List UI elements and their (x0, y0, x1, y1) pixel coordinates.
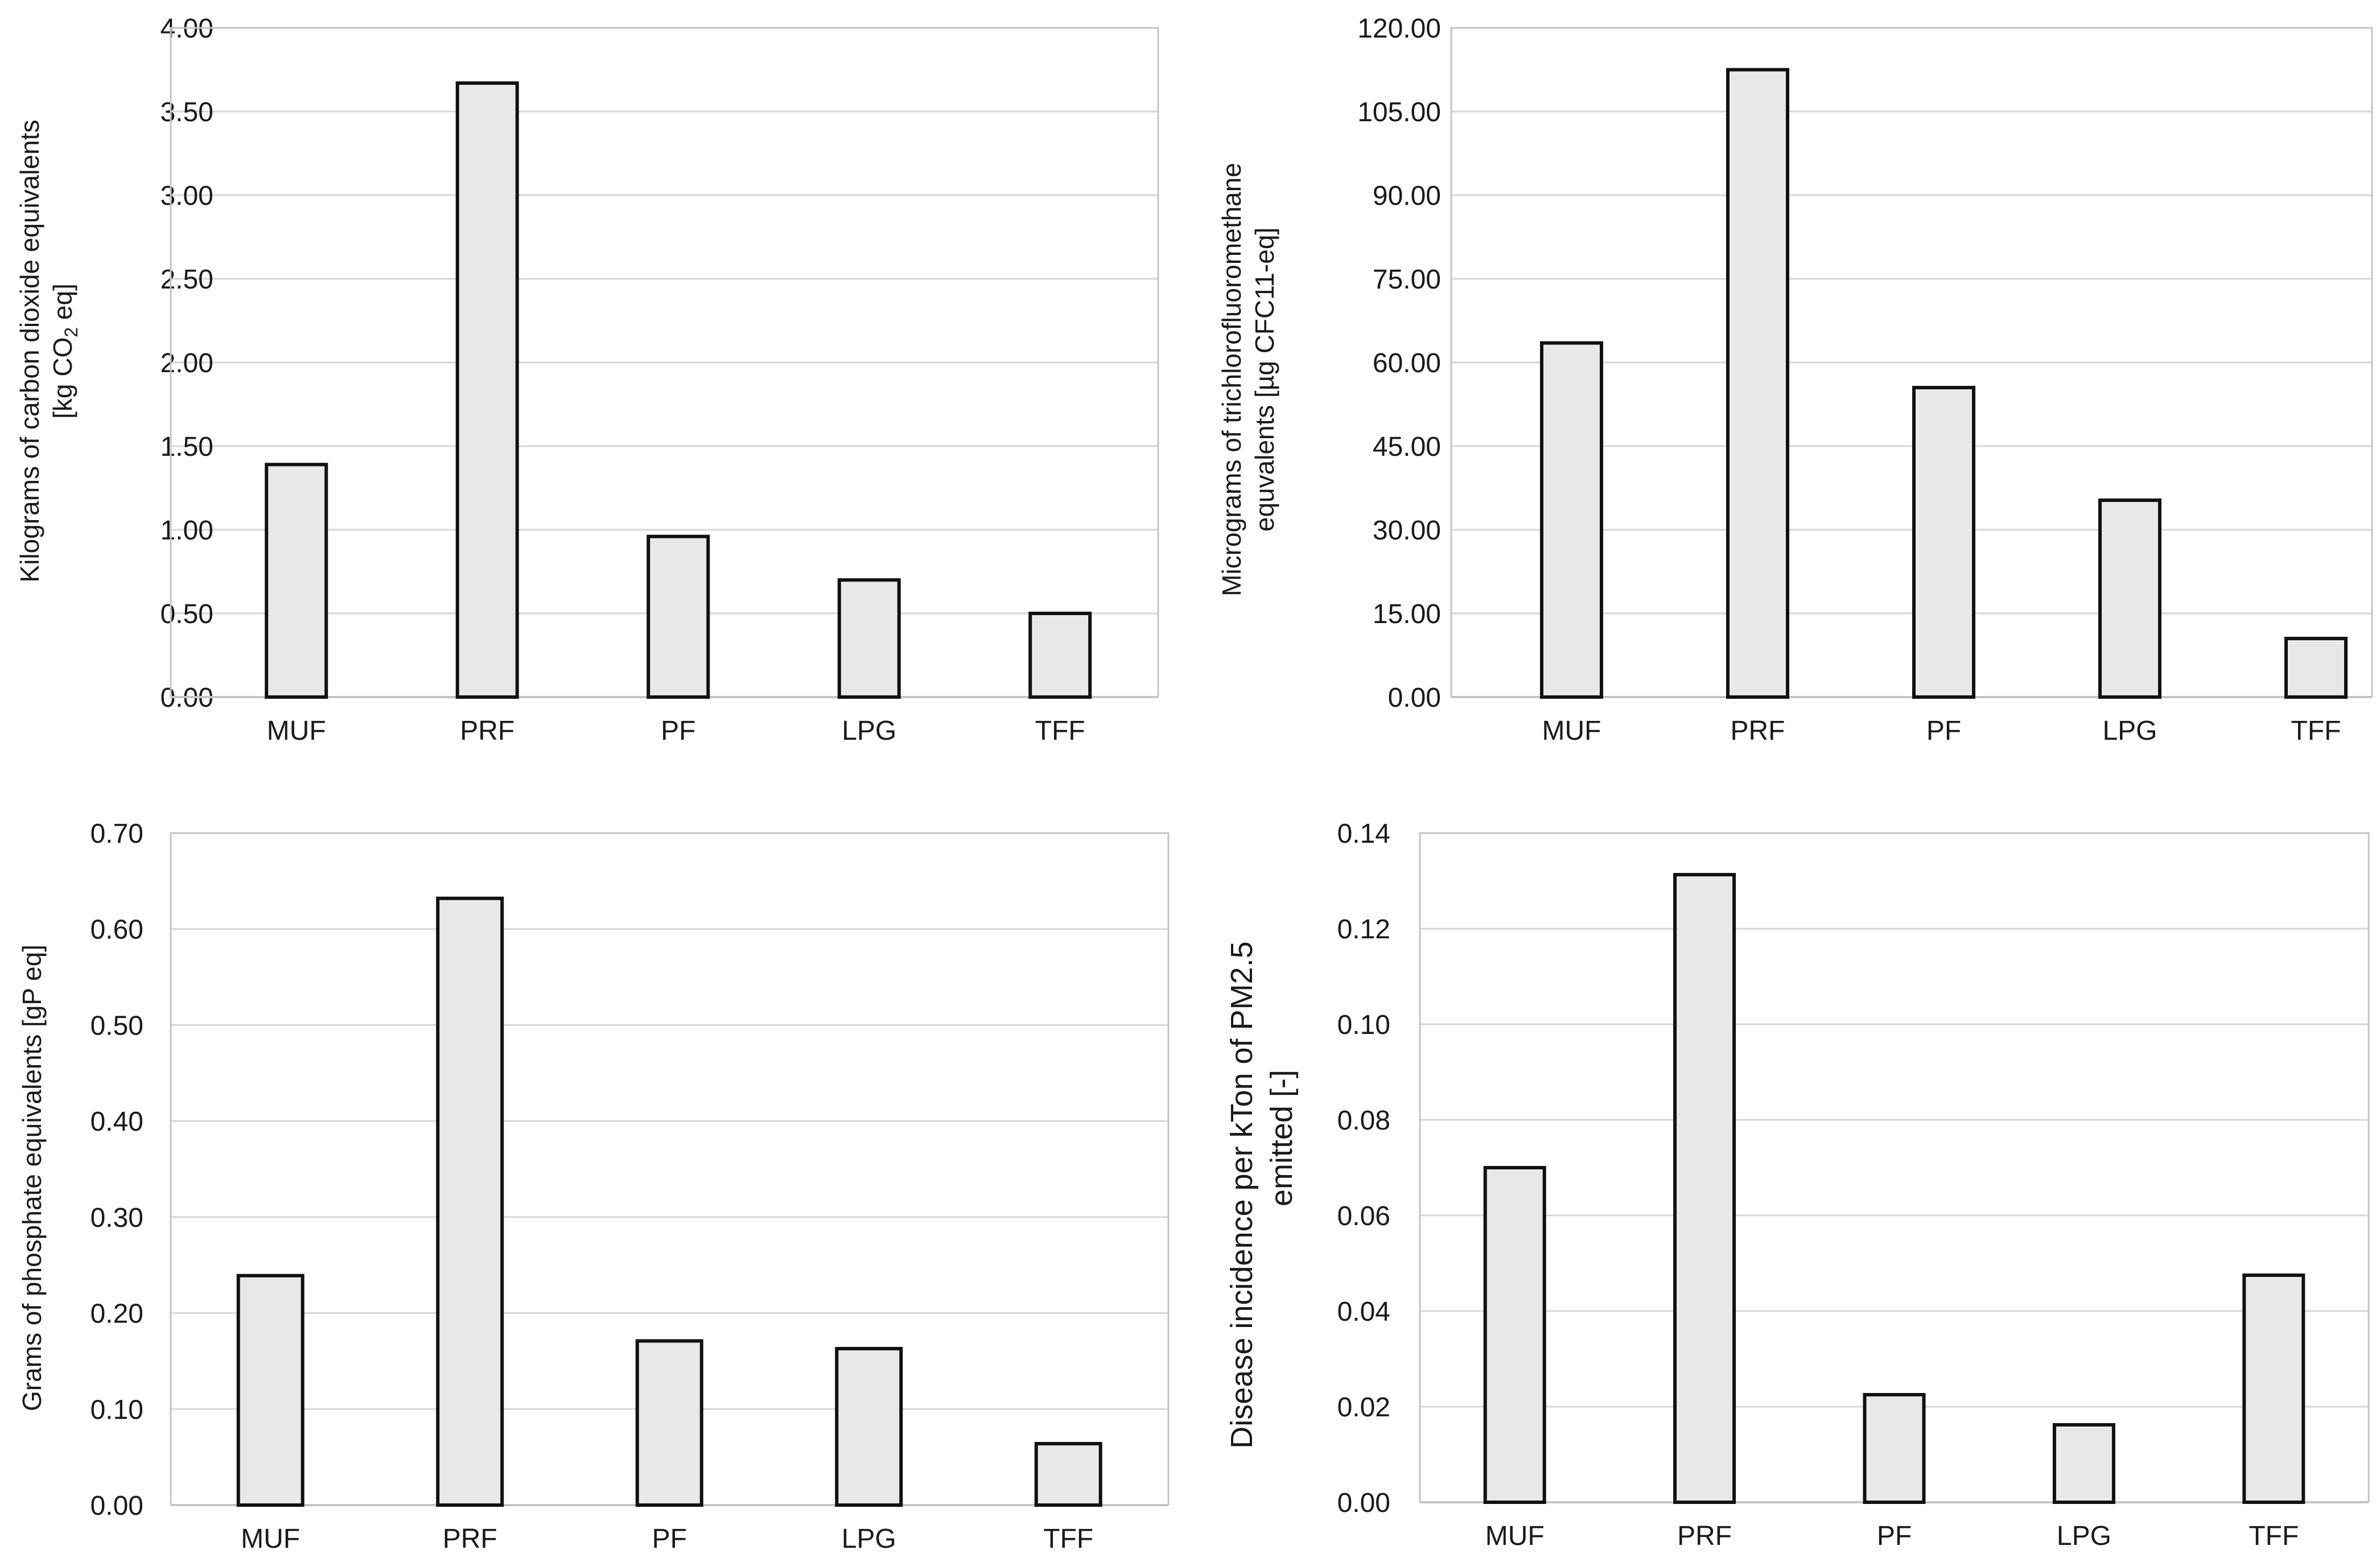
x-tick-label: TFF (1035, 716, 1085, 746)
bar-prf (455, 81, 519, 699)
bar-tff (2284, 637, 2348, 699)
bar-pf (647, 534, 710, 699)
y-tick-label: 60.00 (1373, 348, 1441, 378)
y-axis-title-unit: [kg CO2 eq] (48, 283, 81, 419)
chart-panel-ozone-depletion: Micrograms of trichlorofluoromethane equ… (1217, 14, 2373, 746)
bar-muf (265, 463, 328, 699)
y-tick-label: 0.02 (1337, 1392, 1390, 1423)
x-tick-label: MUF (267, 716, 326, 746)
bar-pf (1912, 386, 1975, 699)
y-tick-label: 30.00 (1373, 516, 1441, 546)
bar-lpg (837, 578, 901, 699)
chart-panel-global-warming: Kilograms of carbon dioxide equivalents … (15, 14, 1159, 746)
bar-pf (1863, 1393, 1926, 1504)
y-tick-label: 0.14 (1337, 819, 1390, 849)
y-axis-title: Grams of phosphate equivalents [gP eq] (17, 945, 47, 1411)
y-tick-label: 90.00 (1373, 181, 1441, 211)
chart-panel-particulate-matter: Disease incidence per kTon of PM2.5 emit… (1225, 819, 2370, 1551)
x-tick-label: TFF (2249, 1521, 2299, 1551)
x-tick-label: LPG (2102, 716, 2157, 746)
y-tick-label: 0.06 (1337, 1201, 1390, 1231)
bar-tff (1028, 612, 1092, 699)
x-tick-label: PF (661, 716, 695, 746)
y-tick-label: 0.10 (90, 1395, 143, 1425)
y-tick-label: 0.20 (90, 1299, 143, 1329)
x-tick-label: LPG (842, 716, 896, 746)
x-tick-label: LPG (842, 1524, 896, 1554)
x-tick-label: PRF (443, 1524, 497, 1554)
y-tick-label: 0.50 (160, 599, 213, 629)
y-tick-label: 0.00 (90, 1491, 143, 1521)
bar-prf (1726, 68, 1789, 699)
y-axis-title: Micrograms of trichlorofluoromethane (1217, 163, 1246, 596)
bar-prf (1673, 873, 1736, 1504)
y-tick-label: 3.50 (160, 97, 213, 127)
y-tick-label: 1.50 (160, 432, 213, 462)
plot-frame (1450, 27, 2373, 697)
y-tick-label: 0.40 (90, 1107, 143, 1137)
y-tick-label: 15.00 (1373, 599, 1441, 629)
bar-muf (1483, 1166, 1546, 1504)
y-tick-label: 0.00 (1388, 683, 1441, 713)
y-tick-label: 45.00 (1373, 432, 1441, 462)
bar-pf (635, 1339, 703, 1507)
y-axis-title-unit: equvalents [µg CFC11-eq] (1250, 228, 1279, 531)
y-tick-label: 75.00 (1373, 265, 1441, 295)
bar-tff (2242, 1273, 2305, 1504)
y-tick-label: 0.50 (90, 1011, 143, 1041)
y-tick-label: 2.00 (160, 348, 213, 378)
chart-panel-eutrophication: Grams of phosphate equivalents [gP eq] 0… (17, 819, 1170, 1554)
y-tick-label: 3.00 (160, 181, 213, 211)
y-tick-label: 0.10 (1337, 1010, 1390, 1040)
bar-lpg (835, 1346, 903, 1507)
x-tick-label: PF (1877, 1521, 1912, 1551)
plot-frame (170, 832, 1170, 1505)
y-axis-title-unit: emitted [-] (1265, 1070, 1299, 1206)
x-tick-label: PRF (460, 716, 514, 746)
x-tick-label: TFF (1043, 1524, 1093, 1554)
y-tick-label: 2.50 (160, 265, 213, 295)
y-axis-title: Kilograms of carbon dioxide equivalents (15, 119, 44, 582)
x-tick-label: MUF (241, 1524, 300, 1554)
x-tick-label: PRF (1731, 716, 1785, 746)
y-tick-label: 0.08 (1337, 1106, 1390, 1136)
y-axis-title: Disease incidence per kTon of PM2.5 (1225, 941, 1259, 1448)
x-tick-label: PF (1926, 716, 1961, 746)
bar-muf (1540, 341, 1603, 699)
y-tick-label: 0.70 (90, 819, 143, 849)
y-tick-label: 0.04 (1337, 1297, 1390, 1327)
plot-frame (1419, 832, 2370, 1502)
x-tick-label: PF (652, 1524, 687, 1554)
bar-lpg (2052, 1423, 2115, 1504)
x-tick-label: PRF (1677, 1521, 1732, 1551)
y-tick-label: 0.00 (1337, 1488, 1390, 1518)
x-tick-label: MUF (1485, 1521, 1545, 1551)
y-tick-label: 120.00 (1357, 14, 1441, 44)
y-tick-label: 0.60 (90, 915, 143, 945)
bar-lpg (2098, 498, 2161, 699)
x-tick-label: TFF (2291, 716, 2341, 746)
bar-tff (1034, 1442, 1102, 1507)
bar-muf (236, 1273, 304, 1507)
x-tick-label: LPG (2057, 1521, 2111, 1551)
bar-prf (436, 896, 504, 1507)
y-tick-label: 105.00 (1357, 97, 1441, 127)
y-tick-label: 1.00 (160, 516, 213, 546)
y-tick-label: 0.30 (90, 1203, 143, 1233)
plot-frame (170, 27, 1159, 697)
y-tick-label: 0.12 (1337, 914, 1390, 945)
x-tick-label: MUF (1542, 716, 1601, 746)
